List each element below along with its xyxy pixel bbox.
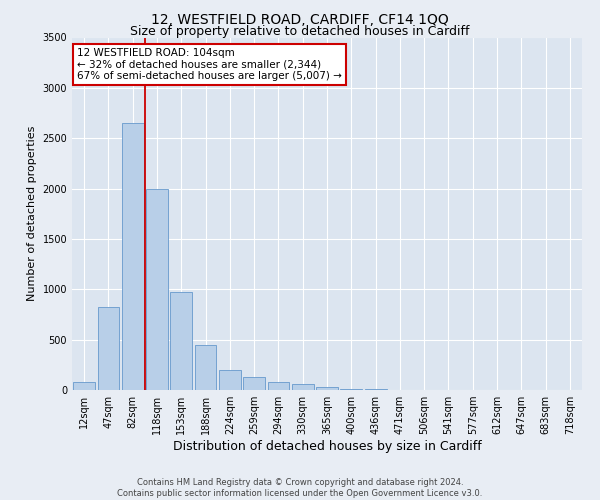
Bar [73,382,95,390]
Bar [268,382,289,390]
Bar [340,389,362,390]
Bar [194,344,217,390]
Bar [122,123,143,390]
Bar [97,307,119,390]
Bar [316,387,338,390]
Bar [292,384,314,390]
Text: Contains HM Land Registry data © Crown copyright and database right 2024.
Contai: Contains HM Land Registry data © Crown c… [118,478,482,498]
Bar [146,188,168,390]
Text: 12 WESTFIELD ROAD: 104sqm
← 32% of detached houses are smaller (2,344)
67% of se: 12 WESTFIELD ROAD: 104sqm ← 32% of detac… [77,48,342,82]
Text: 12, WESTFIELD ROAD, CARDIFF, CF14 1QQ: 12, WESTFIELD ROAD, CARDIFF, CF14 1QQ [151,12,449,26]
Bar [170,292,192,390]
Y-axis label: Number of detached properties: Number of detached properties [27,126,37,302]
X-axis label: Distribution of detached houses by size in Cardiff: Distribution of detached houses by size … [173,440,481,453]
Bar [243,378,265,390]
Bar [219,370,241,390]
Text: Size of property relative to detached houses in Cardiff: Size of property relative to detached ho… [130,25,470,38]
